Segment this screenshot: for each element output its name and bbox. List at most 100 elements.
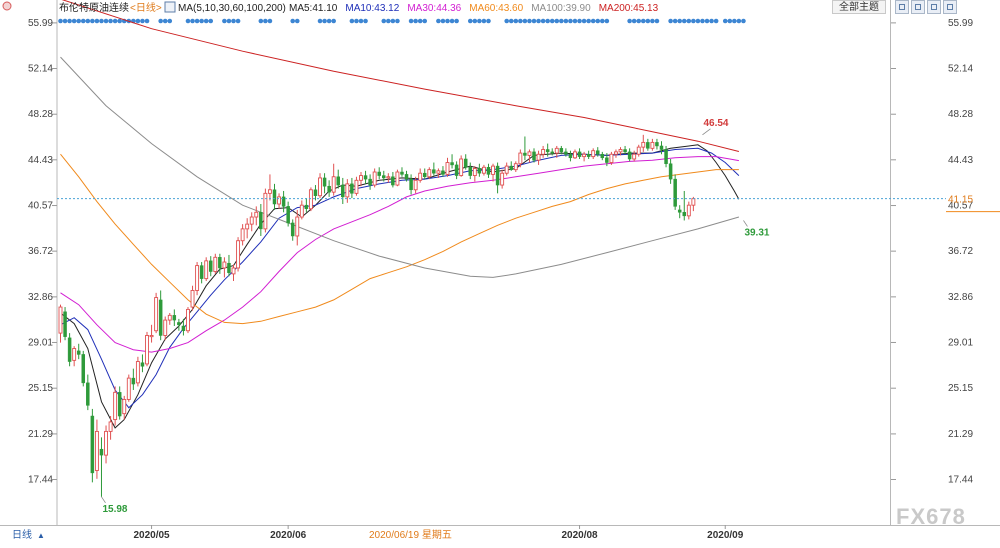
candle-36 (222, 257, 227, 278)
candle-body-46 (267, 189, 272, 194)
layout-icon[interactable] (927, 0, 941, 14)
theme-dropdown-button[interactable]: 全部主题 (832, 0, 886, 14)
candle-132 (659, 141, 664, 155)
candle-body-128 (641, 141, 646, 148)
zoom-in-icon[interactable] (895, 0, 909, 14)
candle-body-67 (363, 175, 368, 180)
candle-72 (386, 173, 391, 183)
zoom-out-icon[interactable] (911, 0, 925, 14)
candle-42 (249, 212, 254, 232)
candle-125 (627, 148, 632, 162)
candle-104 (532, 148, 536, 163)
candle-body-40 (240, 228, 245, 242)
event-marker-64 (504, 18, 509, 24)
candle-89 (463, 154, 468, 170)
indicator-icon[interactable] (164, 1, 176, 13)
candle-body-109 (554, 147, 559, 154)
candle-8 (94, 419, 99, 479)
candle-115 (582, 151, 587, 162)
candle-body-91 (472, 168, 477, 177)
candle-19 (145, 331, 149, 367)
period-button[interactable]: 日线 (12, 528, 32, 541)
candle-body-110 (559, 148, 564, 153)
event-marker-75 (554, 18, 560, 24)
event-marker-69 (527, 18, 532, 24)
candle-body-127 (636, 146, 641, 155)
y-tick-label-right-0: 55.99 (948, 18, 973, 29)
candle-body-95 (491, 165, 495, 175)
candle-body-113 (573, 151, 577, 159)
event-marker-58 (454, 18, 459, 24)
period-label: <日线> (130, 1, 162, 14)
candle-body-22 (158, 299, 163, 336)
y-tick-label-left-8: 25.15 (28, 383, 53, 394)
candle-body-115 (582, 153, 587, 158)
candle-body-49 (281, 196, 286, 207)
annotation-label-0: 46.54 (703, 118, 728, 129)
candle-122 (614, 149, 618, 158)
candle-17 (135, 356, 140, 387)
candle-body-21 (154, 297, 159, 332)
event-marker-21 (162, 18, 168, 24)
candle-31 (199, 262, 204, 284)
event-marker-13 (117, 18, 122, 24)
watermark: FX678 (896, 504, 966, 529)
candle-82 (432, 162, 436, 176)
candle-126 (632, 150, 637, 162)
candle-body-27 (181, 325, 186, 331)
candle-body-114 (577, 151, 582, 157)
annotation-pointer-0 (702, 128, 711, 136)
candle-body-55 (308, 189, 313, 210)
event-marker-29 (222, 18, 227, 24)
candle-body-136 (677, 209, 682, 213)
candle-body-43 (254, 211, 259, 218)
candle-body-63 (345, 183, 350, 198)
candle-119 (600, 151, 605, 161)
candle-3 (72, 346, 77, 367)
candle-body-58 (322, 177, 327, 187)
candle-body-139 (691, 198, 696, 206)
candle-129 (646, 138, 650, 151)
candle-58 (322, 173, 327, 194)
event-marker-63 (486, 18, 491, 24)
event-marker-97 (681, 18, 687, 24)
event-marker-107 (732, 18, 737, 24)
candle-body-80 (422, 172, 427, 178)
candle-body-56 (313, 189, 318, 196)
candle-body-78 (413, 179, 418, 191)
event-marker-41 (331, 18, 336, 24)
candle-114 (577, 148, 582, 159)
candle-body-135 (673, 178, 677, 207)
candle-92 (477, 163, 482, 177)
candle-52 (295, 209, 300, 246)
candle-body-12 (113, 391, 118, 421)
candle-112 (568, 150, 573, 162)
candle-107 (545, 143, 550, 157)
candle-117 (591, 148, 596, 159)
event-marker-2 (67, 18, 72, 24)
event-marker-57 (449, 18, 455, 24)
event-marker-71 (536, 18, 541, 24)
candle-body-25 (172, 315, 177, 321)
event-marker-93 (654, 18, 660, 24)
candle-128 (641, 134, 646, 152)
candle-body-130 (650, 141, 655, 149)
candle-body-88 (459, 158, 464, 177)
candle-27 (181, 318, 186, 336)
candle-body-64 (350, 183, 354, 194)
ma-params: MA(5,10,30,60,100,200) (178, 3, 286, 14)
period-dropdown-icon[interactable]: ▲ (37, 531, 45, 540)
candle-90 (468, 162, 473, 180)
candle-70 (377, 167, 381, 180)
candle-4 (76, 343, 81, 360)
candle-24 (167, 312, 172, 325)
y-tick-label-left-0: 55.99 (28, 18, 53, 29)
candle-106 (541, 145, 546, 158)
candle-body-44 (259, 212, 263, 230)
event-marker-18 (140, 18, 145, 24)
y-tick-label-left-5: 36.72 (28, 246, 53, 257)
candle-body-116 (586, 153, 591, 157)
fullscreen-icon[interactable] (943, 0, 957, 14)
y-tick-label-right-1: 52.14 (948, 63, 973, 74)
candle-46 (267, 174, 272, 201)
